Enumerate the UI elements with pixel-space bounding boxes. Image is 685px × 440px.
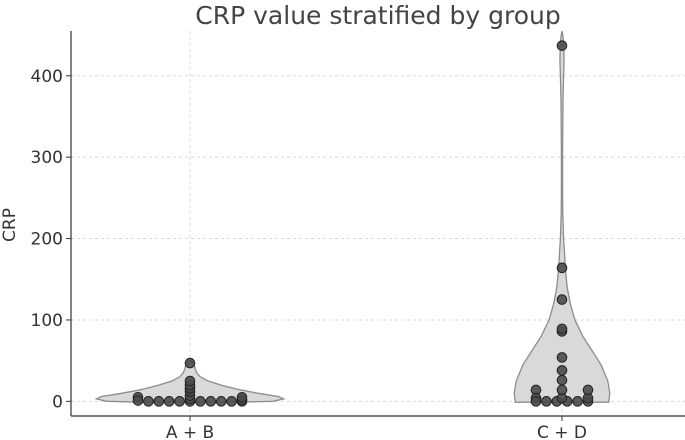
data-point [556,352,568,363]
y-tick-label: 400 [31,67,63,87]
data-point [556,40,568,51]
data-point [556,294,568,305]
violins [94,30,611,403]
chart-title: CRP value stratified by group [195,1,560,30]
data-point [205,396,217,407]
data-point [184,375,196,387]
x-tick-label: A + B [166,423,214,440]
data-point [132,395,144,406]
data-point [236,391,248,403]
data-point [556,365,568,376]
data-point [582,384,594,396]
violin-c-d [513,30,611,403]
y-axis-label: CRP [0,208,20,242]
data-point [163,396,175,407]
data-point [143,396,154,407]
tick-labels: 0 100 200 300 400 A + B C + D [31,67,587,440]
y-tick-label: 200 [31,230,63,250]
data-point [226,396,237,407]
data-point [541,396,552,407]
data-point [215,396,227,407]
data-point [556,323,568,335]
data-point [556,262,568,274]
data-point [556,384,568,396]
axes [66,31,685,421]
data-point [184,357,196,369]
y-tick-label: 100 [31,311,63,331]
data-points [132,40,594,407]
data-point [572,396,583,407]
x-tick-label: C + D [537,423,587,440]
data-point [174,396,185,407]
data-point [153,396,165,407]
data-point [556,374,568,386]
data-point [530,396,542,407]
y-tick-label: 300 [31,148,63,168]
data-point [195,396,206,407]
y-tick-label: 0 [52,392,63,412]
